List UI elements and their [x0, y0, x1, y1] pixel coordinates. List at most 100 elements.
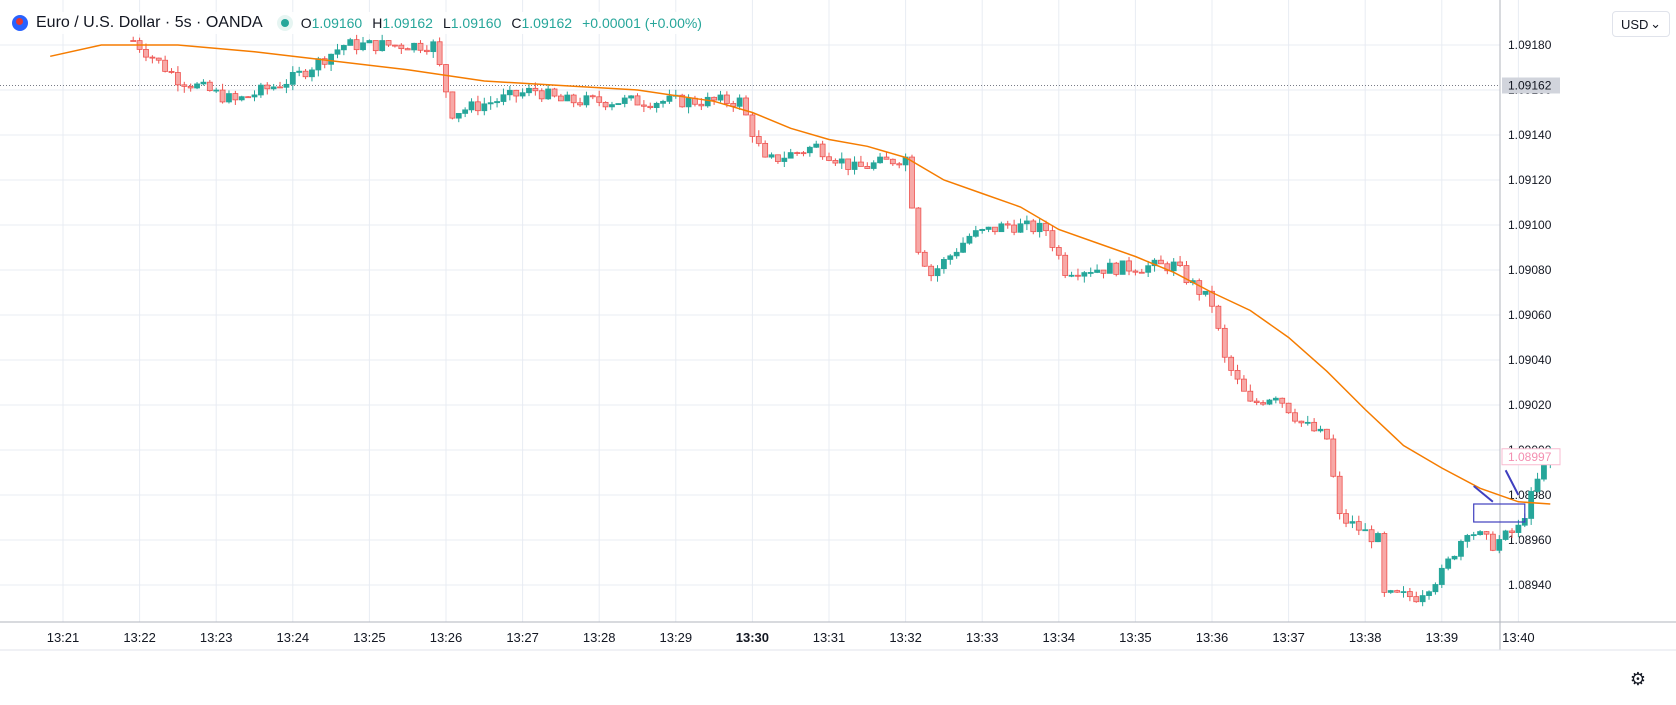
candle-body — [455, 113, 462, 119]
candle-body — [972, 230, 979, 237]
candle-body — [1528, 491, 1535, 519]
candle-body — [309, 69, 315, 78]
candle-body — [1400, 591, 1407, 593]
candle-body — [1113, 262, 1120, 275]
candle-body — [1496, 539, 1503, 551]
candle-body — [366, 40, 373, 44]
candle-body — [277, 86, 283, 89]
candle-body — [1324, 428, 1330, 440]
currency-selector[interactable]: USD ⌄ — [1612, 11, 1670, 37]
candle-body — [762, 142, 769, 158]
candle-body — [966, 235, 973, 244]
candle-body — [666, 95, 673, 102]
candle-body — [1285, 402, 1292, 414]
candle-body — [1215, 305, 1222, 329]
candle-body — [1075, 274, 1081, 277]
candle-body — [1362, 529, 1369, 532]
x-tick-label: 13:32 — [889, 630, 922, 645]
candle-body — [1509, 530, 1515, 533]
candle-body — [755, 136, 762, 144]
candle-body — [921, 251, 928, 267]
candle-body — [1011, 224, 1018, 233]
candle-body — [1119, 260, 1126, 275]
candle-body — [149, 56, 156, 59]
candle-body — [475, 101, 481, 112]
annotation-arrow[interactable] — [1473, 485, 1494, 503]
candle-body — [481, 103, 488, 112]
x-tick-label: 13:23 — [200, 630, 233, 645]
symbol-title[interactable]: Euro / U.S. Dollar · 5s · OANDA — [36, 14, 263, 31]
candle-body — [334, 49, 341, 55]
candle-body — [723, 94, 730, 104]
ma-price-badge — [1501, 448, 1561, 466]
candle-body — [551, 88, 558, 97]
candle-body — [379, 40, 386, 52]
candle-body — [909, 156, 915, 209]
candle-body — [889, 158, 896, 165]
candle-body — [609, 104, 615, 108]
candle-body — [1432, 584, 1439, 593]
close-label: C — [511, 15, 522, 31]
candle-body — [570, 94, 577, 104]
candle-body — [1534, 478, 1541, 492]
x-tick-label: 13:33 — [966, 630, 999, 645]
annotation-rectangle[interactable] — [1473, 503, 1526, 523]
candle-body — [1426, 591, 1432, 596]
candle-body — [1126, 260, 1132, 272]
candle-body — [1221, 327, 1228, 358]
candle-body — [685, 97, 692, 108]
candle-body — [1049, 230, 1056, 248]
candle-body — [1394, 590, 1401, 593]
candle-body — [238, 96, 245, 101]
annotation-arrow[interactable] — [1504, 469, 1520, 496]
y-tick-label: 1.09120 — [1508, 173, 1552, 187]
candle-body — [883, 156, 890, 160]
candle-body — [749, 114, 756, 137]
symbol-legend: Euro / U.S. Dollar · 5s · OANDA O1.09160… — [8, 12, 706, 34]
candle-body — [532, 87, 539, 92]
candle-body — [232, 93, 239, 101]
x-tick-label: 13:34 — [1043, 630, 1076, 645]
candle-body — [1375, 533, 1381, 543]
candle-body — [819, 143, 826, 158]
candle-body — [589, 95, 596, 98]
current-price-badge — [1502, 77, 1560, 94]
candle-body — [423, 49, 430, 53]
candle-body — [1202, 290, 1209, 295]
gear-icon[interactable]: ⚙ — [1629, 668, 1647, 689]
y-tick-label: 1.08960 — [1508, 533, 1552, 547]
x-tick-label: 13:22 — [123, 630, 156, 645]
candle-body — [698, 103, 705, 107]
market-status-icon[interactable] — [276, 15, 293, 31]
candle-body — [500, 94, 507, 102]
candle-body — [1087, 272, 1094, 274]
candle-body — [1081, 272, 1088, 277]
candle-body — [915, 207, 922, 253]
ma-price-label: 1.08997 — [1508, 450, 1552, 464]
current-price-label: 1.09162 — [1508, 79, 1552, 93]
candle-body — [1062, 254, 1069, 276]
candle-body — [1183, 265, 1190, 284]
candle-body — [1068, 274, 1075, 277]
candle-body — [781, 157, 788, 162]
candle-body — [513, 89, 520, 97]
x-tick-label: 13:36 — [1196, 630, 1229, 645]
candle-body — [1304, 421, 1311, 424]
candle-body — [392, 44, 398, 47]
flag-icon — [12, 15, 28, 31]
y-tick-label: 1.09140 — [1508, 128, 1552, 142]
candle-body — [296, 70, 303, 73]
candle-body — [404, 48, 411, 51]
candle-body — [1272, 397, 1279, 401]
x-tick-label: 13:21 — [47, 630, 80, 645]
candle-body — [621, 97, 628, 104]
currency-label: USD — [1621, 16, 1649, 32]
candle-body — [941, 259, 947, 270]
candle-body — [360, 42, 366, 51]
candle-body — [806, 146, 813, 154]
candle-body — [302, 70, 309, 78]
candle-body — [468, 101, 475, 111]
candle-body — [979, 229, 986, 231]
